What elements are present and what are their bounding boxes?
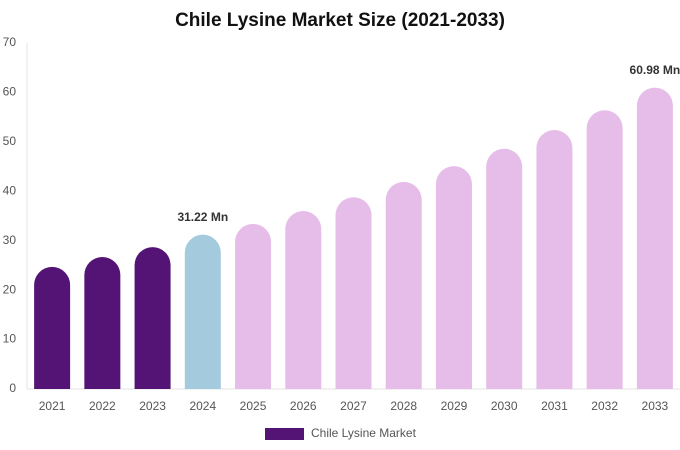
y-tick-label: 40 <box>3 183 17 197</box>
y-tick-label: 70 <box>3 35 17 49</box>
bar <box>385 181 422 389</box>
y-tick-label: 50 <box>3 134 17 148</box>
bar <box>486 148 523 389</box>
y-tick-label: 0 <box>9 381 16 395</box>
x-tick-label: 2032 <box>591 399 618 413</box>
legend-swatch <box>265 428 304 440</box>
chart-title: Chile Lysine Market Size (2021-2033) <box>175 10 505 31</box>
x-tick-label: 2024 <box>189 399 216 413</box>
x-tick-label: 2028 <box>390 399 417 413</box>
bar <box>335 197 372 389</box>
y-tick-label: 30 <box>3 233 17 247</box>
bar <box>536 129 573 389</box>
bar <box>285 211 322 389</box>
y-tick-label: 20 <box>3 282 17 296</box>
x-tick-label: 2023 <box>139 399 166 413</box>
bar <box>84 257 121 389</box>
data-label: 60.98 Mn <box>630 63 680 77</box>
y-tick-label: 60 <box>3 85 17 99</box>
bar <box>586 110 623 390</box>
bar <box>184 234 221 389</box>
data-label: 31.22 Mn <box>177 210 228 224</box>
bar <box>134 247 171 389</box>
x-tick-label: 2021 <box>39 399 66 413</box>
bar <box>435 166 472 389</box>
x-tick-label: 2033 <box>642 399 669 413</box>
legend-label: Chile Lysine Market <box>311 426 417 440</box>
x-tick-label: 2025 <box>240 399 267 413</box>
bar <box>34 266 71 389</box>
x-tick-label: 2022 <box>89 399 116 413</box>
x-tick-label: 2030 <box>491 399 518 413</box>
x-tick-label: 2027 <box>340 399 367 413</box>
bar <box>636 87 673 390</box>
x-tick-label: 2031 <box>541 399 568 413</box>
y-tick-label: 10 <box>3 332 17 346</box>
bar <box>235 223 272 389</box>
x-tick-label: 2026 <box>290 399 317 413</box>
x-tick-label: 2029 <box>441 399 468 413</box>
